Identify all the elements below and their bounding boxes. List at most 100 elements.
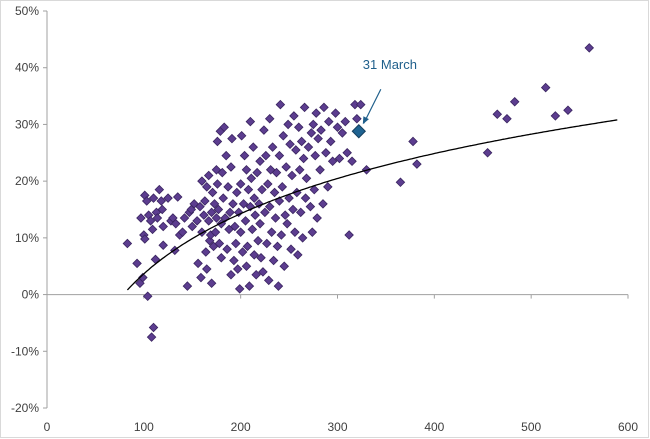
data-point	[195, 201, 205, 212]
data-point	[255, 218, 265, 229]
data-point	[138, 272, 148, 283]
x-tick-label: 500	[521, 420, 541, 434]
data-point	[246, 173, 257, 184]
data-point	[321, 148, 331, 158]
data-point	[232, 264, 243, 274]
data-point	[258, 267, 268, 277]
data-point	[268, 255, 279, 266]
data-point	[285, 139, 295, 150]
data-point	[274, 150, 285, 161]
data-point	[202, 264, 212, 274]
data-point	[395, 177, 406, 188]
data-point	[318, 199, 328, 209]
axes: -20% -10% 0% 10% 20% 30% 40% 50% 0 100 200 300 400 50…	[11, 4, 638, 434]
data-point	[277, 182, 288, 192]
data-point	[237, 247, 248, 257]
data-point	[240, 216, 251, 226]
data-point	[295, 207, 306, 218]
data-point	[276, 230, 287, 240]
data-point	[584, 43, 595, 53]
data-point	[156, 196, 167, 206]
y-tick-label: 10%	[15, 231, 39, 245]
data-point	[158, 240, 168, 250]
y-tick-label: -10%	[11, 344, 39, 358]
data-point	[250, 210, 260, 220]
data-point	[146, 332, 157, 342]
data-point	[256, 252, 266, 263]
data-point	[275, 99, 286, 110]
data-point	[182, 281, 193, 291]
data-point	[282, 218, 292, 229]
data-point	[254, 199, 264, 209]
data-point	[340, 116, 351, 127]
data-point	[196, 272, 206, 283]
data-point	[209, 199, 220, 209]
data-point	[241, 261, 252, 271]
data-point	[330, 108, 341, 118]
data-point	[298, 153, 309, 164]
data-point	[136, 213, 146, 223]
data-point	[222, 244, 232, 254]
data-point	[296, 136, 307, 147]
data-point	[310, 150, 320, 161]
data-point	[313, 133, 323, 144]
data-point	[294, 122, 304, 133]
data-point	[148, 322, 159, 333]
data-point	[297, 233, 308, 243]
data-point	[223, 182, 233, 192]
data-point	[280, 210, 290, 220]
y-tick-label: -20%	[11, 401, 39, 415]
data-point	[306, 128, 317, 138]
data-point	[355, 99, 366, 110]
data-point	[273, 281, 284, 291]
data-point	[327, 156, 338, 167]
data-point	[347, 156, 357, 167]
data-point	[248, 142, 259, 152]
data-point	[263, 275, 274, 286]
data-point	[203, 216, 214, 226]
data-point	[158, 221, 168, 232]
y-tick-label: 40%	[15, 61, 39, 75]
data-point	[332, 122, 343, 133]
data-point	[288, 204, 298, 215]
data-point	[278, 131, 289, 141]
data-point	[192, 216, 202, 226]
data-point	[227, 133, 237, 144]
x-tick-label: 300	[327, 420, 347, 434]
data-point	[319, 102, 329, 113]
data-point	[259, 125, 269, 135]
data-point	[251, 269, 261, 280]
data-point	[172, 192, 183, 202]
data-point	[344, 230, 354, 240]
highlighted-point	[351, 124, 367, 139]
data-point	[154, 184, 165, 195]
data-point	[291, 145, 301, 155]
y-tick-label: 20%	[15, 174, 39, 188]
data-point	[236, 131, 247, 141]
data-point	[290, 227, 300, 237]
data-point	[217, 167, 228, 178]
data-point	[309, 184, 320, 195]
data-point	[241, 165, 252, 175]
annotation-arrow-head	[362, 116, 369, 125]
data-point	[212, 136, 223, 147]
data-point	[213, 204, 224, 215]
data-point	[214, 238, 225, 249]
data-point	[201, 247, 211, 257]
data-point	[249, 250, 259, 260]
data-point	[197, 176, 207, 186]
data-point	[243, 184, 254, 195]
data-point	[147, 224, 158, 235]
data-point	[509, 96, 520, 107]
data-point	[148, 193, 159, 203]
data-point	[281, 162, 291, 172]
data-point	[482, 148, 493, 158]
data-point	[271, 167, 282, 178]
data-point	[235, 227, 246, 237]
data-point	[289, 111, 299, 121]
data-point	[179, 213, 190, 223]
data-point	[234, 284, 245, 294]
data-point	[308, 119, 319, 130]
